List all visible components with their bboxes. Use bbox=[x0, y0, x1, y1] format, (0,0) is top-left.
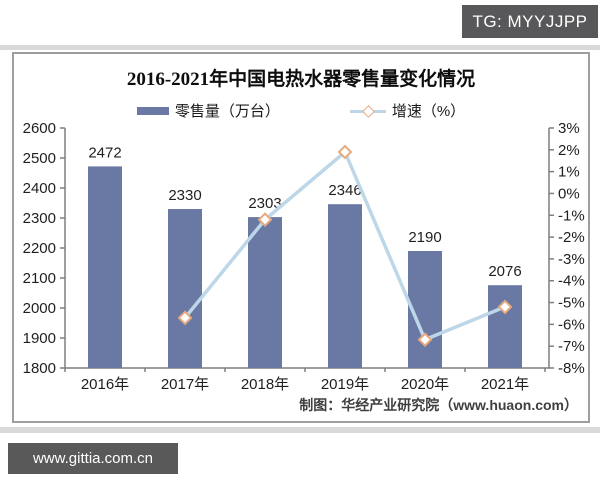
legend-label-line-series: 增速（%） bbox=[391, 103, 466, 120]
source-caption: 制图：华经产业研究院（www.huaon.com） bbox=[299, 397, 578, 413]
legend-item-line-series: 增速（%） bbox=[349, 100, 466, 121]
bar bbox=[88, 166, 122, 368]
bar-value-label: 2190 bbox=[408, 229, 441, 246]
bar bbox=[168, 209, 202, 368]
y-axis-left-label: 2500 bbox=[23, 150, 56, 167]
y-axis-left-label: 2600 bbox=[23, 120, 56, 137]
bar bbox=[328, 204, 362, 368]
y-axis-left-label: 1800 bbox=[23, 360, 56, 377]
legend: 零售量（万台） 增速（%） bbox=[14, 100, 588, 121]
y-axis-left-label: 2300 bbox=[23, 210, 56, 227]
growth-marker bbox=[417, 332, 433, 348]
legend-item-bar-series: 零售量（万台） bbox=[136, 100, 280, 121]
y-axis-left-label: 2100 bbox=[23, 270, 56, 287]
tg-watermark-badge: TG: MYYJJPP bbox=[462, 5, 598, 38]
y-axis-left-label: 2200 bbox=[23, 240, 56, 257]
x-axis-label: 2021年 bbox=[481, 376, 529, 393]
bar-value-label: 2472 bbox=[88, 144, 121, 161]
y-axis-right-label: -2% bbox=[558, 229, 585, 246]
x-axis-label: 2017年 bbox=[161, 376, 209, 393]
y-axis-right-label: -4% bbox=[558, 273, 585, 290]
growth-marker bbox=[337, 144, 353, 160]
x-axis-label: 2016年 bbox=[81, 376, 129, 393]
divider-top bbox=[0, 45, 600, 50]
plot-area: 2600 2500 2400 2300 2200 2100 2000 1900 1800 3% 2%… bbox=[23, 120, 585, 393]
bar bbox=[248, 217, 282, 368]
chart-title: 2016-2021年中国电热水器零售量变化情况 bbox=[126, 69, 476, 90]
y-axis-right-label: -5% bbox=[558, 295, 585, 312]
x-axis-label: 2018年 bbox=[241, 376, 289, 393]
x-axis-label: 2019年 bbox=[321, 376, 369, 393]
growth-marker bbox=[257, 212, 273, 228]
site-watermark-badge: www.gittia.com.cn bbox=[8, 443, 178, 474]
y-axis-left-label: 1900 bbox=[23, 330, 56, 347]
growth-marker bbox=[497, 299, 513, 315]
chart-container: 2600 2500 2400 2300 2200 2100 2000 1900 1800 3% 2%… bbox=[12, 52, 590, 423]
bar-series-swatch bbox=[136, 106, 169, 115]
y-axis-right-label: -8% bbox=[558, 360, 585, 377]
y-axis-right-label: 0% bbox=[558, 185, 580, 202]
y-axis-right-label: 2% bbox=[558, 142, 580, 159]
line-series-swatch bbox=[349, 104, 386, 118]
y-axis-right-label: -3% bbox=[558, 251, 585, 268]
x-axis-label: 2020年 bbox=[401, 376, 449, 393]
legend-label-bar-series: 零售量（万台） bbox=[174, 103, 280, 120]
growth-marker bbox=[177, 310, 193, 326]
bar-value-label: 2076 bbox=[488, 263, 521, 280]
diamond-marker-icon bbox=[361, 104, 375, 118]
bar-value-label: 2346 bbox=[328, 182, 361, 199]
y-axis-right-label: -6% bbox=[558, 316, 585, 333]
y-axis-left-label: 2000 bbox=[23, 300, 56, 317]
y-axis-right-label: -1% bbox=[558, 207, 585, 224]
y-axis-right-label: 1% bbox=[558, 164, 580, 181]
divider-bottom bbox=[0, 427, 600, 433]
y-axis-right-label: 3% bbox=[558, 120, 580, 137]
bar-value-label: 2330 bbox=[168, 187, 201, 204]
bar bbox=[488, 285, 522, 368]
bar-value-label: 2303 bbox=[248, 195, 281, 212]
y-axis-right-label: -7% bbox=[558, 338, 585, 355]
y-axis-left-label: 2400 bbox=[23, 180, 56, 197]
